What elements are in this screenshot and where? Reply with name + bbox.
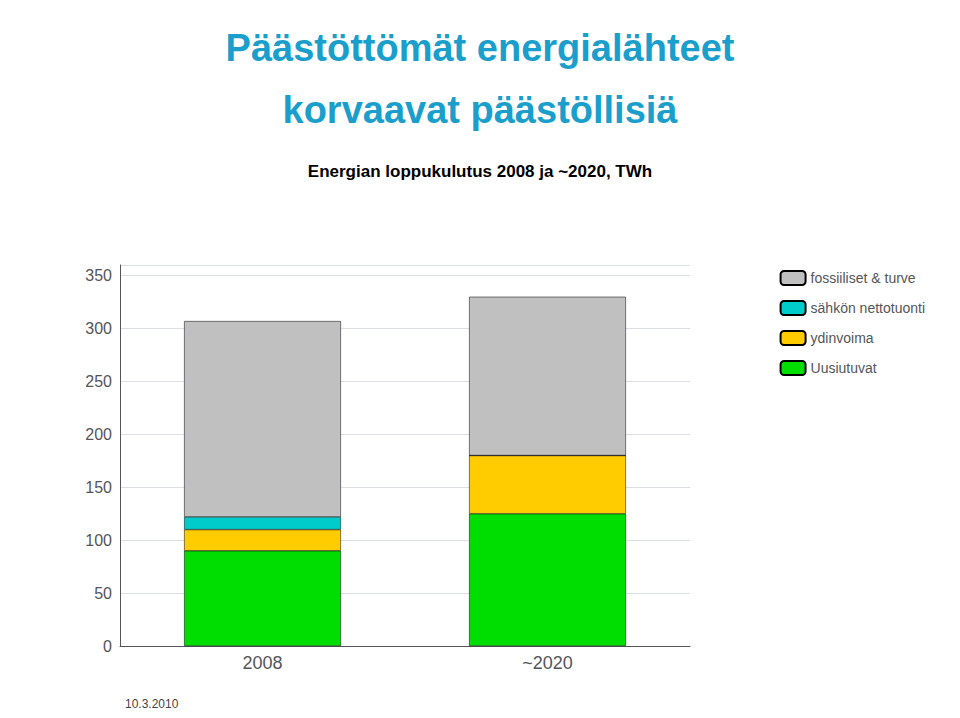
svg-text:Päästöttömät energialähteet: Päästöttömät energialähteet [226,27,735,69]
svg-text:fossiiliset & turve: fossiiliset & turve [811,270,916,286]
svg-text:sähkön nettotuonti: sähkön nettotuonti [811,300,925,316]
svg-text:300: 300 [85,320,112,337]
svg-text:0: 0 [103,638,112,655]
svg-text:350: 350 [85,267,112,284]
svg-text:50: 50 [94,585,112,602]
svg-text:~2020: ~2020 [522,653,573,673]
svg-text:150: 150 [85,479,112,496]
svg-text:250: 250 [85,373,112,390]
svg-text:ydinvoima: ydinvoima [811,330,874,346]
svg-text:10.3.2010: 10.3.2010 [125,697,179,711]
svg-text:2008: 2008 [242,653,282,673]
svg-text:Uusiutuvat: Uusiutuvat [811,360,877,376]
svg-text:Energian loppukulutus 2008 ja: Energian loppukulutus 2008 ja ~2020, TWh [308,162,652,181]
svg-text:korvaavat päästöllisiä: korvaavat päästöllisiä [283,89,679,131]
svg-text:200: 200 [85,426,112,443]
svg-text:100: 100 [85,532,112,549]
